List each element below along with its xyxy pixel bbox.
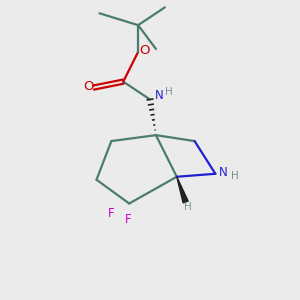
Text: N: N: [155, 89, 164, 102]
Text: O: O: [140, 44, 150, 57]
Polygon shape: [177, 177, 188, 203]
Text: F: F: [124, 213, 131, 226]
Text: H: H: [184, 202, 192, 212]
Text: N: N: [219, 166, 228, 179]
Text: O: O: [83, 80, 93, 93]
Text: F: F: [107, 207, 114, 220]
Text: H: H: [231, 171, 239, 181]
Text: H: H: [166, 87, 173, 97]
